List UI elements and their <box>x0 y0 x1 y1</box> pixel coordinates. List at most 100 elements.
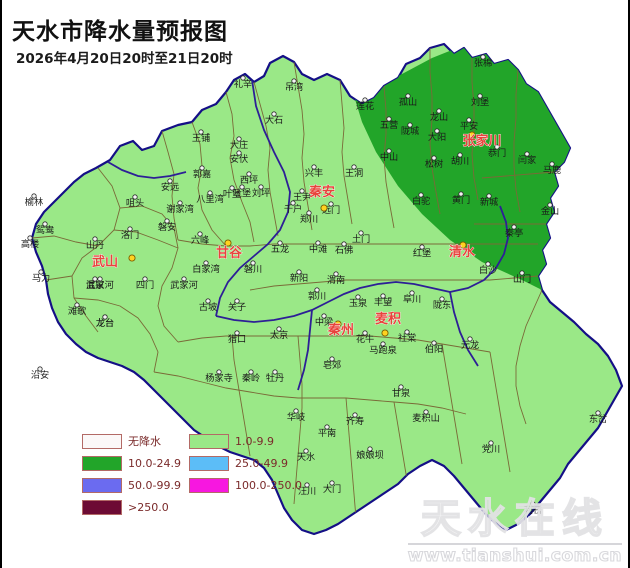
legend-item-no-precip: 无降水 <box>82 433 189 449</box>
town-marker: 元龙 <box>461 336 479 351</box>
town-label: 大庄 <box>230 139 248 151</box>
town-dot-icon <box>328 201 334 207</box>
town-label: 安远 <box>161 181 179 193</box>
town-label: 党川 <box>482 443 500 455</box>
town-marker: 安远 <box>161 178 179 193</box>
major-city-label: 秦州 <box>327 322 354 338</box>
legend-row: 50.0-99.9 100.0-250.0 <box>82 474 302 496</box>
legend-swatch-25-49 <box>189 455 229 471</box>
town-marker: 叶堡 <box>223 185 241 200</box>
town-marker: 郭川 <box>308 287 326 302</box>
town-dot-icon <box>418 192 424 198</box>
town-label: 刘堡 <box>471 96 489 108</box>
town-dot-icon <box>236 150 242 156</box>
town-marker: 社棠 <box>398 329 416 344</box>
town-label: 新阳 <box>290 272 308 284</box>
town-dot-icon <box>205 298 211 304</box>
town-label: 磐川 <box>244 263 262 275</box>
town-marker: 太京 <box>270 326 288 341</box>
town-label: 关子 <box>228 301 246 313</box>
town-dot-icon <box>234 330 240 336</box>
town-label: 山门 <box>513 273 531 285</box>
town-label: 洛门 <box>121 229 139 241</box>
town-label: 郑川 <box>300 213 318 225</box>
town-marker: 大石 <box>265 111 283 126</box>
town-dot-icon <box>299 188 305 194</box>
legend-swatch-no-precip <box>82 433 122 449</box>
town-dot-icon <box>277 240 283 246</box>
town-label: 中山 <box>380 151 398 163</box>
town-marker: 八里湾 <box>196 190 224 205</box>
town-marker: 中滩 <box>309 240 327 255</box>
town-dot-icon <box>431 340 437 346</box>
town-marker: 牡丹 <box>266 369 284 384</box>
town-dot-icon <box>595 410 601 416</box>
town-marker: 莲花 <box>356 97 374 112</box>
town-marker: 白沙 <box>479 261 497 276</box>
town-dot-icon <box>404 329 410 335</box>
town-label: 黄门 <box>452 194 470 206</box>
major-city-marker: 张家川 <box>462 131 502 149</box>
town-marker: 闫家 <box>518 151 536 166</box>
town-label: 皂郊 <box>323 359 341 371</box>
town-label: 八里湾 <box>196 193 224 205</box>
town-label: 元龙 <box>461 339 479 351</box>
town-marker: 武家河 <box>170 276 198 291</box>
town-label: 牡丹 <box>266 372 284 384</box>
town-dot-icon <box>530 501 536 507</box>
town-label: 马鹿 <box>543 164 561 176</box>
town-dot-icon <box>303 448 309 454</box>
town-marker: 高楼 <box>21 235 39 250</box>
town-dot-icon <box>314 287 320 293</box>
legend-label-10-24: 10.0-24.9 <box>128 456 181 470</box>
town-dot-icon <box>92 236 98 242</box>
town-dot-icon <box>488 440 494 446</box>
major-city-marker: 武山 <box>92 254 136 270</box>
town-marker: 孤山 <box>399 93 417 108</box>
town-marker: 六峰 <box>191 231 209 246</box>
legend-item-100-250: 100.0-250.0 <box>189 477 302 493</box>
town-dot-icon <box>333 271 339 277</box>
town-marker: 伯阳 <box>425 340 443 355</box>
town-marker: 大庄 <box>230 136 248 151</box>
town-dot-icon <box>511 224 517 230</box>
town-dot-icon <box>92 276 98 282</box>
town-label: 丰望 <box>374 296 392 308</box>
town-dot-icon <box>290 200 296 206</box>
town-marker: 吐堡 <box>233 184 251 199</box>
town-marker: 四门 <box>136 276 154 291</box>
town-label: 咀头 <box>126 198 144 209</box>
town-dot-icon <box>271 111 277 117</box>
town-label: 吊湾 <box>285 81 303 93</box>
town-dot-icon <box>355 294 361 300</box>
town-label: 刘坪 <box>252 187 270 199</box>
town-marker: 中山 <box>380 148 398 163</box>
legend-label-100-250: 100.0-250.0 <box>235 478 302 492</box>
town-marker: 五营 <box>380 116 398 131</box>
town-marker: 秦亭 <box>505 224 523 239</box>
town-marker: 新城 <box>480 193 498 208</box>
town-dot-icon <box>423 409 429 415</box>
legend-swatch-10-24 <box>82 455 122 471</box>
town-label: 平安 <box>460 120 478 132</box>
town-dot-icon <box>386 148 392 154</box>
town-dot-icon <box>494 144 500 150</box>
town-marker: 龙山 <box>430 108 448 123</box>
town-dot-icon <box>97 276 103 282</box>
town-marker: 黄门 <box>452 191 470 206</box>
town-dot-icon <box>177 200 183 206</box>
legend-row: 无降水 1.0-9.9 <box>82 430 297 452</box>
town-dot-icon <box>457 152 463 158</box>
town-marker: 平南 <box>318 424 336 439</box>
town-marker: 千户 <box>284 200 302 215</box>
town-label: 龙台 <box>96 317 114 329</box>
legend-label-1-9: 1.0-9.9 <box>235 434 274 448</box>
town-dot-icon <box>240 75 246 81</box>
town-dot-icon <box>329 480 335 486</box>
town-label: 秦亭 <box>505 227 523 239</box>
town-marker: 汪川 <box>298 482 316 497</box>
town-marker: 武家河 <box>86 276 114 291</box>
town-marker: 麦积山 <box>412 409 440 424</box>
town-marker: 中梁 <box>315 313 333 328</box>
town-dot-icon <box>431 155 437 161</box>
